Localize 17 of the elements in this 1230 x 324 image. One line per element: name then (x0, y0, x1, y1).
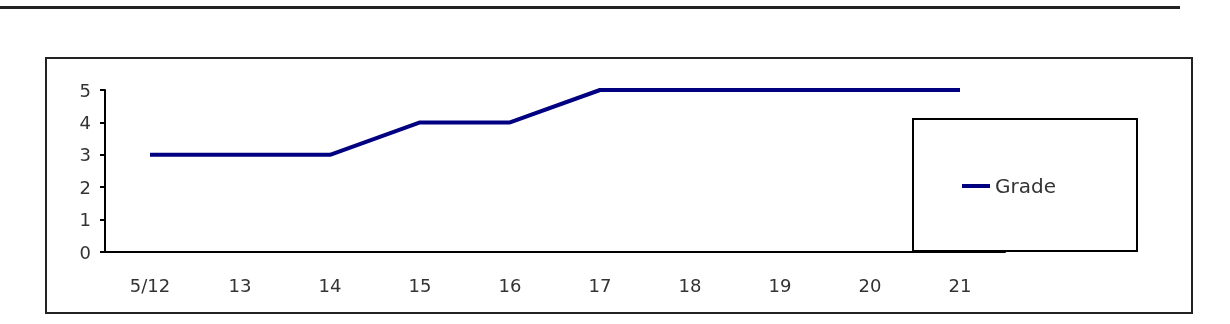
y-tick-label: 0 (79, 241, 91, 263)
y-tick-label: 4 (79, 111, 91, 133)
x-tick-label: 18 (678, 274, 702, 296)
x-tick-label: 21 (948, 274, 972, 296)
x-tick-label: 19 (768, 274, 792, 296)
x-tick-label: 16 (498, 274, 522, 296)
x-tick-label: 15 (408, 274, 432, 296)
legend-label: Grade (995, 174, 1056, 198)
y-tick-label: 2 (79, 176, 91, 198)
x-tick-label: 20 (858, 274, 882, 296)
x-tick-label: 13 (228, 274, 252, 296)
y-tick-label: 5 (79, 79, 91, 101)
y-tick-label: 3 (79, 144, 91, 166)
x-tick-label: 5/12 (129, 274, 171, 296)
y-tick-label: 1 (79, 209, 91, 231)
x-tick-label: 14 (318, 274, 342, 296)
x-tick-label: 17 (588, 274, 612, 296)
